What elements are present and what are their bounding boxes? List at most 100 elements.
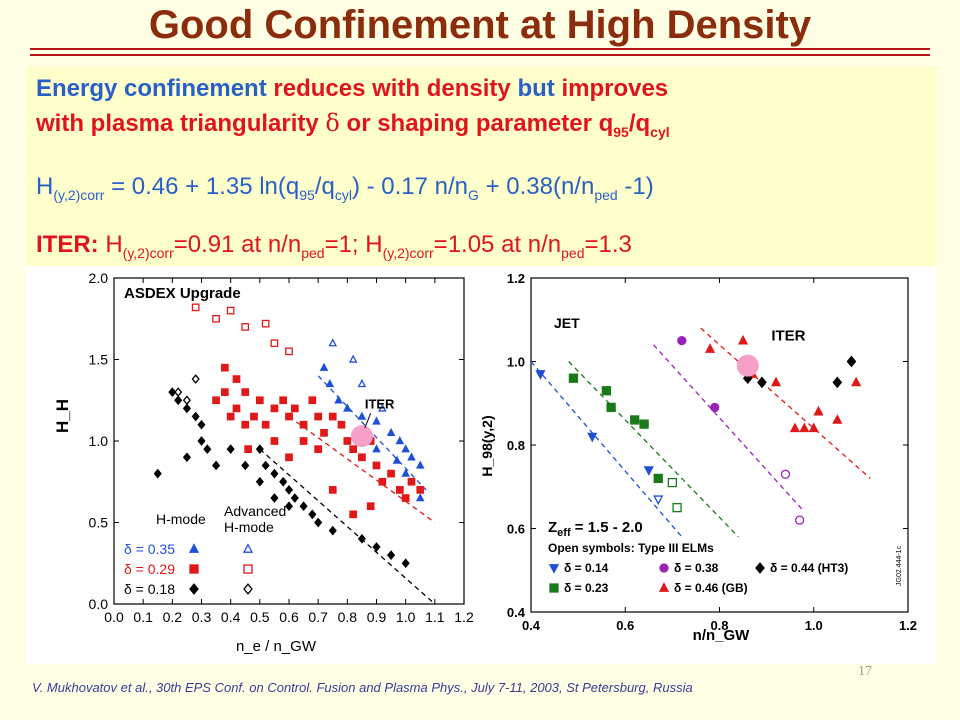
data-point — [279, 476, 288, 487]
y-tick-label: 0.6 — [507, 522, 525, 537]
data-point — [587, 432, 598, 443]
data-point — [328, 412, 337, 421]
data-point — [270, 404, 279, 413]
data-point — [308, 509, 317, 520]
data-point — [667, 477, 678, 488]
x-tick-label: 0.5 — [250, 609, 270, 625]
data-point — [789, 422, 800, 433]
legend-marker — [755, 562, 765, 574]
formula-t5: -1) — [617, 173, 654, 200]
data-point — [320, 428, 328, 437]
data-point — [270, 339, 279, 348]
data-point — [290, 493, 299, 503]
data-point — [601, 386, 612, 396]
chart-title: JET — [554, 315, 580, 331]
iter-label: ITER — [365, 396, 395, 411]
figure-area: 0.0 0.1 0.2 0.3 0.4 0.5 0.6 0.7 0.8 0.9 1.0 1.1 1.2 0… — [26, 266, 936, 664]
data-point — [606, 402, 616, 413]
data-point — [794, 515, 805, 525]
right-panel-bg — [474, 266, 936, 664]
data-point — [174, 395, 183, 406]
data-point — [191, 303, 200, 312]
data-point — [299, 420, 308, 429]
data-point — [343, 437, 352, 445]
data-point — [401, 468, 410, 477]
data-point — [372, 444, 381, 453]
data-point — [270, 493, 279, 503]
data-point — [357, 533, 366, 544]
legend-marker — [549, 583, 559, 593]
data-point — [212, 314, 220, 323]
data-point — [191, 374, 200, 384]
data-point — [415, 493, 425, 502]
iter-e1: =1; H — [324, 231, 383, 258]
data-point — [241, 388, 250, 396]
x-tick-label: 0.3 — [192, 609, 212, 625]
data-point — [813, 405, 824, 416]
jet-chart: 0.4 0.6 0.8 1.0 1.2 0.4 0.6 0.8 1.0 1.2 JET ITER n/n… — [474, 266, 936, 664]
zeff-sub: eff — [557, 527, 571, 539]
text-energy-confinement: Energy confinement — [36, 75, 274, 102]
title-rule-bottom — [30, 54, 930, 56]
data-point — [328, 486, 337, 494]
figure-code: JG02.444-1c — [896, 545, 903, 586]
data-point — [349, 445, 358, 453]
x-tick-label: 1.1 — [425, 609, 445, 625]
iter-v2: =1.05 at n/n — [433, 231, 562, 258]
data-point — [182, 403, 191, 414]
y-tick-label: 0.8 — [507, 438, 525, 453]
y-tick-label: 1.0 — [89, 433, 109, 449]
sub-95: 95 — [613, 123, 629, 140]
data-point — [226, 412, 235, 421]
x-tick-label: 0.9 — [367, 609, 387, 625]
x-tick-label: 0.4 — [522, 618, 541, 633]
legend-label: δ = 0.29 — [124, 561, 175, 577]
data-point — [643, 466, 654, 476]
data-point — [378, 477, 387, 486]
y-tick-label: 1.2 — [507, 271, 525, 286]
zeff-value: = 1.5 - 2.0 — [571, 519, 643, 536]
data-point — [325, 379, 335, 388]
open-symbols-note: Open symbols: Type III ELMs — [548, 541, 714, 555]
y-tick-label: 1.0 — [507, 355, 525, 370]
data-point — [392, 455, 402, 464]
data-point — [639, 419, 649, 429]
data-point — [284, 501, 294, 512]
iter-pointer — [364, 413, 372, 429]
data-point — [415, 460, 425, 469]
data-point — [704, 343, 716, 353]
data-point — [372, 542, 381, 552]
formula-sg: G — [468, 186, 479, 203]
legend-marker-open — [243, 583, 253, 595]
legend-heading-hmode: H-mode — [156, 511, 206, 527]
data-point — [416, 486, 425, 494]
data-point — [372, 461, 381, 470]
trend-line — [568, 361, 739, 538]
data-point — [261, 319, 270, 328]
x-tick-label: 0.1 — [133, 609, 153, 625]
formula-s95: 95 — [299, 186, 315, 203]
title-rule-top — [30, 48, 930, 50]
formula-t3: ) - 0.17 n/n — [351, 173, 469, 200]
formula-t2: /q — [314, 173, 335, 200]
y-tick-label: 2.0 — [89, 270, 109, 286]
text-reduces: reduces with density — [273, 75, 518, 102]
data-point — [285, 453, 293, 462]
data-point — [799, 422, 810, 433]
trend-line — [259, 448, 436, 605]
data-point — [653, 495, 664, 506]
formula-h-sub: (y,2)corr — [53, 186, 105, 203]
data-point — [366, 502, 375, 511]
data-point — [255, 444, 264, 455]
data-point — [386, 427, 396, 437]
data-point — [677, 335, 687, 346]
data-point — [319, 362, 329, 371]
data-point — [241, 420, 250, 429]
data-point — [255, 396, 264, 405]
data-point — [241, 460, 250, 471]
data-point — [220, 388, 229, 396]
legend-marker — [659, 563, 669, 573]
x-tick-label: 0.6 — [616, 618, 634, 633]
text-slash-q: /q — [628, 110, 651, 137]
data-point — [232, 375, 241, 383]
